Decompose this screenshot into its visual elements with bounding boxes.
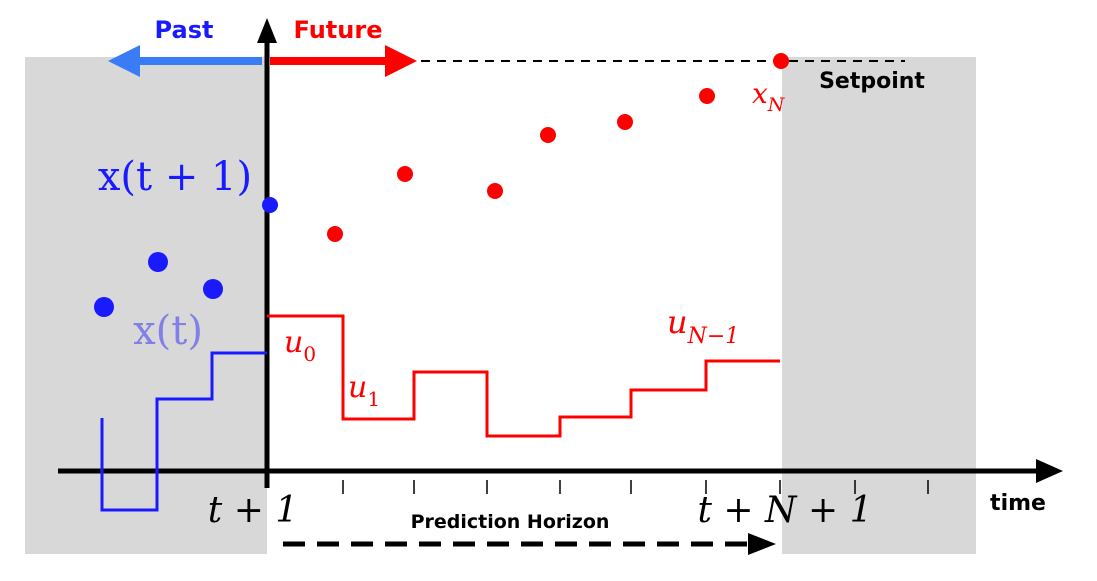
past-control-signal bbox=[100, 351, 267, 512]
past-state-point bbox=[148, 252, 168, 272]
predicted-state-point bbox=[487, 183, 503, 199]
u-N-minus-1-label: uN−1 bbox=[667, 303, 739, 349]
current-state-point bbox=[262, 197, 278, 213]
u-0-base: u bbox=[284, 325, 303, 360]
past-state-point bbox=[94, 297, 114, 317]
prediction-horizon-label: Prediction Horizon bbox=[411, 511, 610, 533]
u-N-1-base: u bbox=[667, 303, 688, 341]
predicted-state-point bbox=[397, 166, 413, 182]
future-arrowhead bbox=[385, 45, 417, 77]
setpoint-label: Setpoint bbox=[819, 69, 925, 94]
predicted-state-point bbox=[773, 53, 789, 69]
predicted-states bbox=[327, 53, 789, 242]
x-N-label: xN bbox=[752, 77, 786, 116]
time-axis-arrowhead bbox=[1036, 459, 1063, 483]
future-label: Future bbox=[294, 16, 383, 44]
prediction-horizon-arrowhead bbox=[748, 533, 776, 555]
x-t-label: x(t) bbox=[133, 308, 203, 354]
x-N-base: x bbox=[752, 77, 768, 110]
u-1-label: u1 bbox=[348, 370, 380, 411]
tick-label-t-plus-N-plus-1: t + N + 1 bbox=[698, 490, 873, 531]
present-axis-arrowhead bbox=[257, 18, 277, 43]
past-state-point bbox=[203, 279, 223, 299]
predicted-state-point bbox=[540, 127, 556, 143]
past-arrowhead bbox=[108, 45, 140, 77]
time-ticks bbox=[342, 480, 929, 494]
u-N-1-sub: N−1 bbox=[687, 324, 740, 349]
u-1-sub: 1 bbox=[367, 387, 380, 411]
u-0-sub: 0 bbox=[303, 342, 316, 366]
past-states bbox=[94, 197, 278, 317]
u-0-label: u0 bbox=[284, 325, 316, 366]
past-label: Past bbox=[155, 16, 214, 44]
past-shaded-region bbox=[25, 57, 267, 554]
tick-label-t-plus-1: t + 1 bbox=[208, 490, 298, 531]
predicted-state-point bbox=[327, 226, 343, 242]
future-control-signal bbox=[267, 314, 780, 438]
x-N-sub: N bbox=[767, 94, 786, 116]
x-t-plus-1-label: x(t + 1) bbox=[98, 154, 252, 200]
predicted-state-point bbox=[617, 114, 633, 130]
u-1-base: u bbox=[348, 370, 367, 405]
time-axis-label: time bbox=[990, 491, 1046, 516]
post-horizon-shaded-region bbox=[782, 57, 976, 554]
predicted-state-point bbox=[699, 88, 715, 104]
